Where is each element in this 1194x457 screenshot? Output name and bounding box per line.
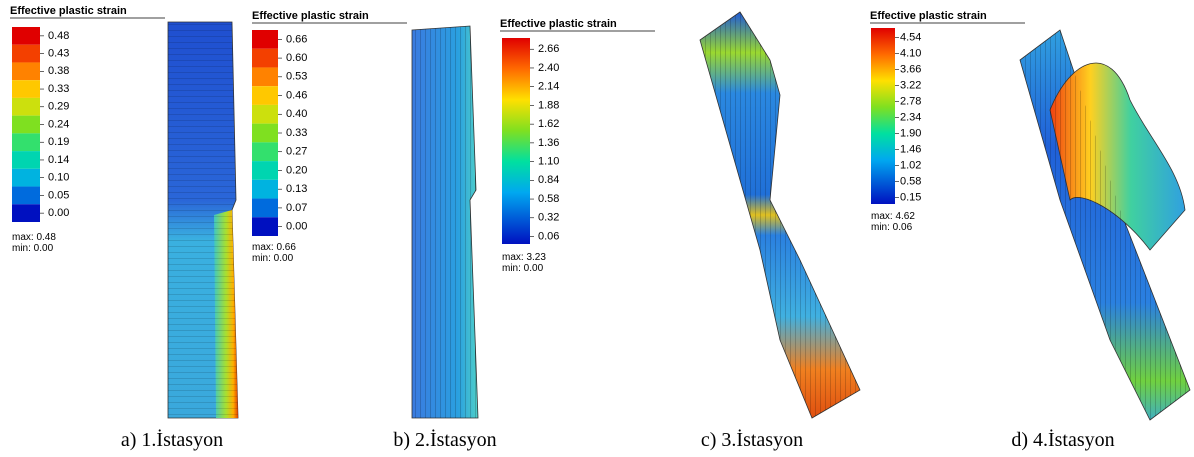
legend-label: 0.10 [48,172,69,184]
legend-max: max: 0.66 [252,242,296,253]
mesh-c [700,12,860,418]
legend-swatch [252,199,278,218]
legend-label: 0.60 [286,52,307,64]
legend-label: 1.36 [538,137,559,149]
legend-label: 0.33 [286,127,307,139]
legend-label: 2.78 [900,96,921,108]
legend-label: 0.05 [48,189,69,201]
legend-label: 0.00 [48,207,69,219]
legend-swatch [12,187,40,205]
figure: Effective plastic strain 0.48 0.43 0.38 0.33… [0,0,1194,457]
legend-swatch [252,142,278,161]
legend-label: 0.27 [286,146,307,158]
legend-label: 0.15 [900,192,921,204]
legend-swatch [12,116,40,134]
legend-label: 0.66 [286,33,307,45]
legend-swatch [12,45,40,63]
legend-max: max: 4.62 [871,211,915,222]
legend-label: 3.66 [900,64,921,76]
legend-label: 1.02 [900,160,921,172]
legend-label: 0.06 [538,230,559,242]
legend-swatch [12,27,40,45]
legend-swatch [12,169,40,187]
caption: b) 2.İstasyon [393,428,496,451]
legend-label: 0.13 [286,183,307,195]
legend-label: 3.22 [900,80,921,92]
mesh-d [1020,30,1190,420]
legend-swatch [12,98,40,116]
legend-label: 0.32 [538,212,559,224]
legend-max: max: 0.48 [12,232,56,243]
legend-swatch [252,217,278,236]
legend-colorbar [502,38,530,244]
legend-label: 0.24 [48,118,69,130]
legend-label: 0.43 [48,47,69,59]
caption: c) 3.İstasyon [701,428,803,451]
legend-label: 0.33 [48,83,69,95]
legend-min: min: 0.00 [252,253,294,264]
legend-title: Effective plastic strain [500,18,617,30]
legend-label: 0.53 [286,71,307,83]
legend-swatch [252,124,278,143]
legend-swatch [12,62,40,80]
legend-colorbar [871,28,895,204]
legend-label: 0.58 [538,193,559,205]
legend-swatch [12,151,40,169]
legend-label: 0.48 [48,30,69,42]
legend-label: 0.46 [286,89,307,101]
legend-title: Effective plastic strain [870,10,987,22]
legend-label: 2.14 [538,81,559,93]
legend-label: 0.84 [538,174,559,186]
legend-label: 0.07 [286,202,307,214]
legend-label: 0.20 [286,164,307,176]
legend-label: 4.54 [900,32,921,44]
legend-label: 0.40 [286,108,307,120]
legend-min: min: 0.06 [871,222,913,233]
legend-label: 1.10 [538,156,559,168]
legend-label: 0.00 [286,221,307,233]
legend-swatch [252,161,278,180]
mesh-a [168,22,238,418]
legend-label: 1.62 [538,118,559,130]
legend-swatch [252,86,278,105]
legend-label: 1.88 [538,99,559,111]
legend-label: 2.34 [900,112,921,124]
legend-min: min: 0.00 [12,243,54,254]
legend-label: 0.38 [48,65,69,77]
legend-swatch [252,180,278,199]
caption: a) 1.İstasyon [121,428,223,451]
legend-swatch [12,133,40,151]
legend-min: min: 0.00 [502,263,544,274]
legend-swatch [252,49,278,68]
legend-swatch [252,67,278,86]
legend-swatch [12,80,40,98]
mesh-b [412,26,478,418]
legend-label: 2.66 [538,43,559,55]
legend-label: 1.46 [900,144,921,156]
legend-title: Effective plastic strain [252,10,369,22]
legend-max: max: 3.23 [502,252,546,263]
legend-label: 0.19 [48,136,69,148]
legend-label: 4.10 [900,48,921,60]
caption: d) 4.İstasyon [1011,428,1114,451]
legend-title: Effective plastic strain [10,5,127,17]
legend-label: 2.40 [538,62,559,74]
legend-label: 1.90 [900,128,921,140]
legend-label: 0.14 [48,154,69,166]
legend-swatch [252,105,278,124]
legend-swatch [12,204,40,222]
legend-swatch [252,30,278,49]
legend-label: 0.58 [900,176,921,188]
legend-label: 0.29 [48,101,69,113]
